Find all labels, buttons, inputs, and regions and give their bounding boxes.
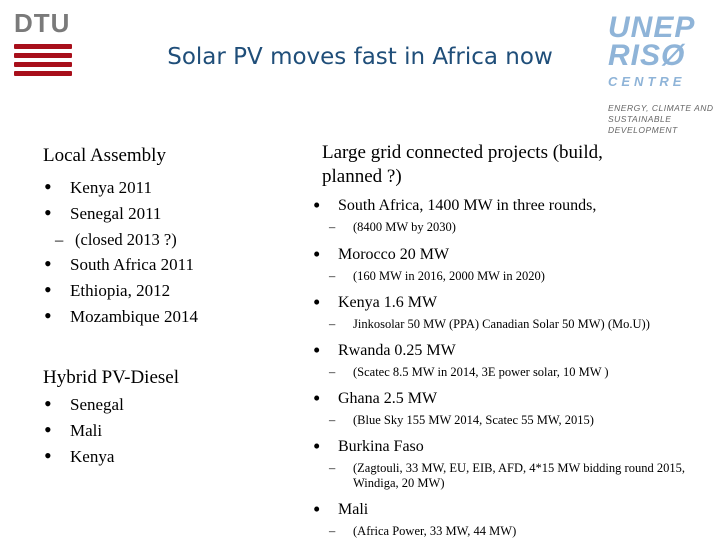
- unep-logo-line2: RISØ: [608, 39, 686, 72]
- list-item: Ethiopia, 2012: [43, 278, 293, 304]
- list-subitem: (160 MW in 2016, 2000 MW in 2020): [313, 269, 715, 284]
- local-assembly-list: Kenya 2011 Senegal 2011 (closed 2013 ?) …: [43, 175, 293, 330]
- unep-logo-line3: CENTRE: [608, 74, 686, 89]
- list-subitem: Jinkosolar 50 MW (PPA) Canadian Solar 50…: [313, 317, 715, 332]
- dtu-logo-bar: [14, 53, 72, 58]
- list-subitem: (Blue Sky 155 MW 2014, Scatec 55 MW, 201…: [313, 413, 715, 428]
- hybrid-list: Senegal Mali Kenya: [43, 392, 293, 470]
- list-subitem: (Zagtouli, 33 MW, EU, EIB, AFD, 4*15 MW …: [313, 461, 715, 491]
- dtu-logo: DTU: [14, 10, 76, 80]
- large-grid-list: South Africa, 1400 MW in three rounds, (…: [313, 195, 715, 539]
- list-item: Rwanda 0.25 MW: [313, 340, 715, 362]
- list-item: Kenya: [43, 444, 293, 470]
- list-item: Burkina Faso: [313, 436, 715, 458]
- list-subitem: (closed 2013 ?): [43, 227, 293, 252]
- dtu-logo-bar: [14, 71, 72, 76]
- hybrid-section: Hybrid PV-Diesel Senegal Mali Kenya: [43, 366, 293, 470]
- list-item: Mozambique 2014: [43, 304, 293, 330]
- list-item: Kenya 1.6 MW: [313, 292, 715, 314]
- list-item: South Africa, 1400 MW in three rounds,: [313, 195, 715, 217]
- list-subitem: (Africa Power, 33 MW, 44 MW): [313, 524, 715, 539]
- list-item: Morocco 20 MW: [313, 244, 715, 266]
- hybrid-heading: Hybrid PV-Diesel: [43, 367, 179, 388]
- list-item: Kenya 2011: [43, 175, 293, 201]
- large-grid-heading-block: Large grid connected projects (build, pl…: [322, 141, 666, 189]
- unep-riso-logo: UNEP RISØ CENTRE ENERGY, CLIMATE AND SUS…: [608, 11, 716, 136]
- list-subitem: (8400 MW by 2030): [313, 220, 715, 235]
- unep-logo-line1: UNEP: [608, 11, 696, 44]
- list-item: South Africa 2011: [43, 252, 293, 278]
- dtu-logo-bar: [14, 62, 72, 67]
- list-item: Mali: [313, 499, 715, 521]
- dtu-logo-bar: [14, 44, 72, 49]
- list-subitem: (Scatec 8.5 MW in 2014, 3E power solar, …: [313, 365, 715, 380]
- list-item: Senegal: [43, 392, 293, 418]
- local-assembly-section: Local Assembly Kenya 2011 Senegal 2011 (…: [43, 144, 293, 330]
- large-grid-heading: Large grid connected projects (build, pl…: [322, 142, 603, 187]
- local-assembly-heading: Local Assembly: [43, 145, 166, 166]
- slide-title: Solar PV moves fast in Africa now: [167, 44, 553, 70]
- list-item: Ghana 2.5 MW: [313, 388, 715, 410]
- unep-logo-tagline: ENERGY, CLIMATE AND SUSTAINABLE DEVELOPM…: [608, 103, 714, 135]
- dtu-logo-text: DTU: [14, 8, 71, 38]
- list-item: Senegal 2011: [43, 201, 293, 227]
- list-item: Mali: [43, 418, 293, 444]
